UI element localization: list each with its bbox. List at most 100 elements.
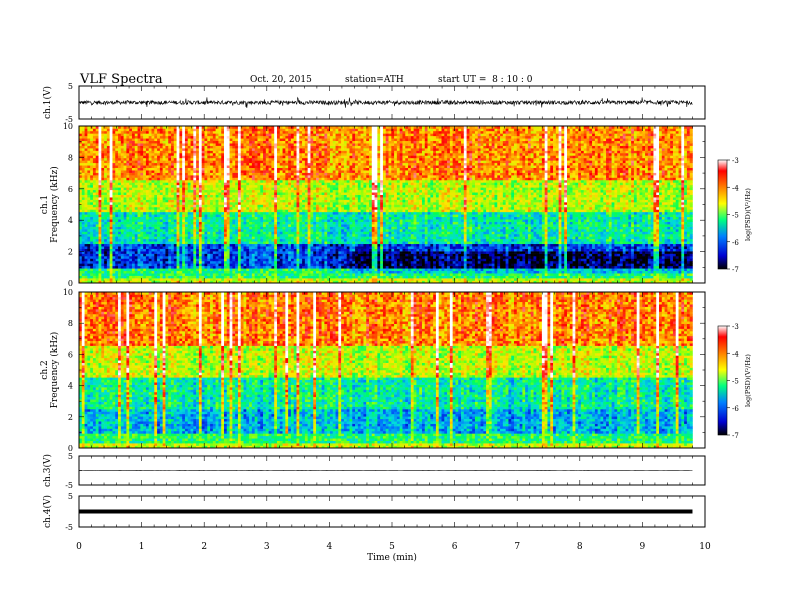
- spectrogram-cell: [129, 128, 132, 131]
- spectrogram-cell: [129, 138, 132, 141]
- spectrogram-cell: [163, 148, 166, 151]
- spectrogram-cell: [118, 234, 121, 237]
- spectrogram-cell: [210, 168, 213, 171]
- spectrogram-cell: [126, 276, 129, 279]
- spectrogram-cell: [99, 261, 102, 264]
- spectrogram-cell: [207, 160, 210, 163]
- spectrogram-cell: [149, 261, 152, 264]
- spectrogram-cell: [207, 207, 210, 210]
- spectrogram-cell: [140, 234, 143, 237]
- spectrogram-cell: [218, 192, 221, 195]
- spectrogram-cell: [210, 165, 213, 168]
- spectrogram-cell: [152, 236, 155, 239]
- spectrogram-cell: [107, 219, 110, 222]
- spectrogram-cell: [177, 268, 180, 271]
- spectrogram-cell: [204, 276, 207, 279]
- spectrogram-cell: [138, 207, 141, 210]
- spectrogram-cell: [185, 178, 188, 181]
- spectrogram-cell: [126, 219, 129, 222]
- spectrogram-cell: [93, 222, 96, 225]
- spectrogram-cell: [174, 168, 177, 171]
- spectrogram-cell: [168, 175, 171, 178]
- spectrogram-cell: [207, 155, 210, 158]
- spectrogram-cell: [146, 205, 149, 208]
- spectrogram-cell: [104, 128, 107, 131]
- spectrogram-cell: [216, 214, 219, 217]
- spectrogram-cell: [204, 148, 207, 151]
- spectrogram-cell: [138, 128, 141, 131]
- spectrogram-cell: [221, 266, 224, 269]
- spectrogram-cell: [124, 219, 127, 222]
- spectrogram-cell: [168, 151, 171, 154]
- spectrogram-cell: [221, 182, 224, 185]
- spectrogram-cell: [96, 227, 99, 230]
- spectrogram-cell: [93, 207, 96, 210]
- spectrogram-cell: [174, 143, 177, 146]
- spectrogram-cell: [152, 273, 155, 276]
- spectrogram-cell: [118, 197, 121, 200]
- spectrogram-cell: [191, 153, 194, 156]
- spectrogram-cell: [140, 158, 143, 161]
- spectrogram-cell: [87, 239, 90, 242]
- spectrogram-cell: [163, 170, 166, 173]
- spectrogram-cell: [165, 212, 168, 215]
- spectrogram-cell: [143, 212, 146, 215]
- spectrogram-cell: [168, 224, 171, 227]
- spectrogram-cell: [107, 217, 110, 220]
- spectrogram-cell: [210, 258, 213, 261]
- spectrogram-cell: [185, 158, 188, 161]
- spectrogram-cell: [196, 138, 199, 141]
- spectrogram-cell: [82, 133, 85, 136]
- spectrogram-cell: [132, 197, 135, 200]
- spectrogram-cell: [107, 231, 110, 234]
- spectrogram-cell: [126, 239, 129, 242]
- spectrogram-cell: [204, 212, 207, 215]
- spectrogram-cell: [132, 222, 135, 225]
- spectrogram-cell: [204, 207, 207, 210]
- spectrogram-cell: [90, 175, 93, 178]
- spectrogram-cell: [199, 190, 202, 193]
- spectrogram-cell: [188, 278, 191, 281]
- spectrogram-cell: [188, 231, 191, 234]
- spectrogram-cell: [177, 251, 180, 254]
- spectrogram-cell: [218, 195, 221, 198]
- spectrogram-cell: [138, 244, 141, 247]
- spectrogram-cell: [90, 236, 93, 239]
- spectrogram-cell: [132, 136, 135, 139]
- spectrogram-cell: [124, 197, 127, 200]
- spectrogram-cell: [143, 133, 146, 136]
- spectrogram-cell: [188, 263, 191, 266]
- spectrogram-cell: [207, 254, 210, 257]
- spectrogram-cell: [107, 146, 110, 149]
- spectrogram-cell: [126, 217, 129, 220]
- spectrogram-cell: [174, 158, 177, 161]
- spectrogram-cell: [152, 138, 155, 141]
- spectrogram-cell: [196, 192, 199, 195]
- spectrogram-cell: [213, 202, 216, 205]
- spectrogram-cell: [165, 151, 168, 154]
- spectrogram-cell: [196, 190, 199, 193]
- spectrogram-cell: [160, 244, 163, 247]
- spectrogram-cell: [152, 207, 155, 210]
- spectrogram-cell: [126, 187, 129, 190]
- spectrogram-cell: [216, 190, 219, 193]
- spectrogram-cell: [154, 239, 157, 242]
- spectrogram-cell: [149, 178, 152, 181]
- spectrogram-cell: [154, 256, 157, 259]
- spectrogram-cell: [126, 214, 129, 217]
- spectrogram-cell: [126, 143, 129, 146]
- spectrogram-cell: [210, 278, 213, 281]
- spectrogram-cell: [157, 261, 160, 264]
- spectrogram-cell: [157, 136, 160, 139]
- spectrogram-cell: [168, 212, 171, 215]
- spectrogram-cell: [104, 258, 107, 261]
- spectrogram-cell: [149, 128, 152, 131]
- spectrogram-cell: [118, 178, 121, 181]
- spectrogram-cell: [140, 195, 143, 198]
- spectrogram-cell: [221, 258, 224, 261]
- spectrogram-cell: [160, 273, 163, 276]
- spectrogram-cell: [126, 160, 129, 163]
- spectrogram-cell: [160, 180, 163, 183]
- spectrogram-cell: [199, 219, 202, 222]
- spectrogram-cell: [174, 278, 177, 281]
